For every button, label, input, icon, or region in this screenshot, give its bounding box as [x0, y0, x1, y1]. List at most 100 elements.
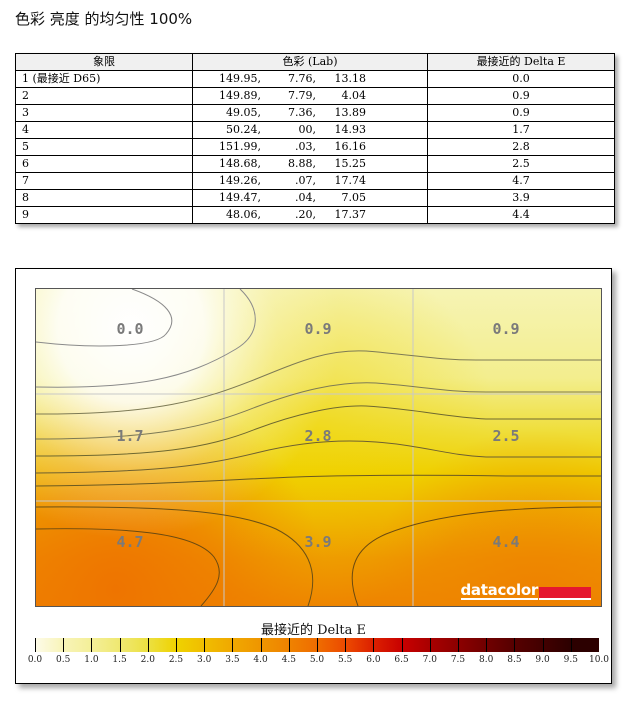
colorbar-segment [176, 638, 205, 652]
colorbar-segment [63, 638, 92, 652]
lab-l-value: 149.26, [219, 174, 261, 187]
quadrant-cell: 3 [15, 104, 193, 122]
lab-cell: 148.68, 8.88, 15.25 [192, 155, 428, 173]
colorbar-tick-label: 3.0 [197, 655, 212, 665]
colorbar-segment [542, 638, 571, 652]
table-row: 7 149.26, .07, 17.74 4.7 [15, 172, 615, 190]
table-row: 9 48.06, .20, 17.37 4.4 [15, 206, 615, 224]
delta-e-cell: 3.9 [427, 189, 615, 207]
quadrant-cell: 9 [15, 206, 193, 224]
colorbar-tick-label: 0.0 [27, 655, 43, 665]
datacolor-logo: datacolor [460, 583, 591, 600]
colorbar-tick-label: 8.5 [507, 655, 522, 665]
cell-label-3: 0.9 [492, 320, 520, 338]
quadrant-cell: 8 [15, 189, 193, 207]
lab-l-value: 149.89, [219, 89, 261, 102]
lab-cell: 149.47, .04, 7.05 [192, 189, 428, 207]
lab-a-value: 00, [298, 123, 317, 136]
colorbar-segment [317, 638, 346, 652]
colorbar-segment [147, 638, 177, 652]
colorbar-tick-label: 2.5 [168, 655, 184, 665]
quadrant-cell: 5 [15, 138, 193, 156]
lab-b-value: 16.16 [334, 140, 367, 153]
cell-label-2: 0.9 [304, 320, 332, 338]
colorbar-tick-label: 1.0 [84, 655, 99, 665]
colorbar-tick-label: 1.5 [112, 655, 127, 665]
lab-a-value: .04, [295, 191, 316, 204]
table-row: 3 49.05, 7.36, 13.89 0.9 [15, 104, 615, 122]
header-lab: 色彩 (Lab) [192, 53, 428, 71]
colorbar-segment [373, 638, 402, 652]
contour-lines [36, 289, 601, 606]
quadrant-cell: 1 (最接近 D65) [15, 70, 193, 88]
colorbar-segment [486, 638, 515, 652]
lab-cell: 49.05, 7.36, 13.89 [192, 104, 428, 122]
cell-label-5: 2.8 [304, 427, 332, 445]
heatmap-contours [36, 289, 601, 606]
colorbar-tick-label: 2.0 [140, 655, 155, 665]
lab-l-value: 49.05, [226, 106, 261, 119]
quadrant-cell: 6 [15, 155, 193, 173]
delta-e-cell: 4.7 [427, 172, 615, 190]
lab-cell: 50.24, 00, 14.93 [192, 121, 428, 139]
colorbar-tick-label: 7.5 [450, 655, 466, 665]
table-header-row: 象限 色彩 (Lab) 最接近的 Delta E [15, 53, 615, 71]
lab-l-value: 149.95, [219, 72, 261, 85]
delta-e-cell: 2.5 [427, 155, 615, 173]
colorbar-tick-label: 9.0 [535, 655, 550, 665]
lab-a-value: 7.76, [288, 72, 316, 85]
quadrant-cell: 2 [15, 87, 193, 105]
colorbar-tick-label: 4.0 [253, 655, 268, 665]
header-quadrant: 象限 [15, 53, 193, 71]
colorbar-tick-label: 8.0 [479, 655, 494, 665]
lab-b-value: 13.18 [334, 72, 367, 85]
lab-a-value: .07, [295, 174, 316, 187]
lab-b-value: 17.74 [334, 174, 367, 187]
colorbar-tick-label: 4.5 [281, 655, 296, 665]
lab-a-value: .03, [295, 140, 316, 153]
colorbar-segment [458, 638, 487, 652]
delta-e-cell: 0.9 [427, 104, 615, 122]
colorbar-segment [570, 638, 600, 652]
colorbar-tick-label: 6.0 [366, 655, 381, 665]
table-row: 5 151.99, .03, 16.16 2.8 [15, 138, 615, 156]
heatmap-plot: 0.0 0.9 0.9 1.7 2.8 2.5 4.7 3.9 4.4 data… [35, 288, 602, 607]
colorbar-segment [260, 638, 289, 652]
table-row: 2 149.89, 7.79, 4.04 0.9 [15, 87, 615, 105]
lab-cell: 149.26, .07, 17.74 [192, 172, 428, 190]
lab-b-value: 13.89 [334, 106, 367, 119]
lab-l-value: 148.68, [219, 157, 261, 170]
uniformity-table-grid: 象限 色彩 (Lab) 最接近的 Delta E 1 (最接近 D65) 149.… [15, 53, 615, 224]
lab-a-value: 7.36, [288, 106, 316, 119]
table-row: 1 (最接近 D65) 149.95, 7.76, 13.18 0.0 [15, 70, 615, 88]
colorbar-tick-label: 3.5 [225, 655, 240, 665]
colorbar-segment [91, 638, 120, 652]
lab-b-value: 17.37 [334, 208, 367, 221]
colorbar-segment [429, 638, 459, 652]
delta-e-cell: 1.7 [427, 121, 615, 139]
lab-l-value: 48.06, [226, 208, 261, 221]
page-title: 色彩 亮度 的均匀性 100% [15, 10, 193, 28]
quadrant-cell: 4 [15, 121, 193, 139]
lab-cell: 149.95, 7.76, 13.18 [192, 70, 428, 88]
uniformity-table: 象限 色彩 (Lab) 最接近的 Delta E 1 (最接近 D65) 149.… [15, 53, 615, 224]
colorbar-segment [232, 638, 261, 652]
colorbar-tick-label: 5.5 [338, 655, 353, 665]
lab-a-value: 7.79, [288, 89, 316, 102]
lab-cell: 151.99, .03, 16.16 [192, 138, 428, 156]
datacolor-logo-bar [539, 587, 591, 600]
colorbar-segment [514, 638, 543, 652]
lab-cell: 149.89, 7.79, 4.04 [192, 87, 428, 105]
lab-b-value: 7.05 [341, 191, 367, 204]
lab-cell: 48.06, .20, 17.37 [192, 206, 428, 224]
colorbar-tick-label: 5.0 [309, 655, 325, 665]
delta-e-cell: 2.8 [427, 138, 615, 156]
table-row: 4 50.24, 00, 14.93 1.7 [15, 121, 615, 139]
colorbar-segment [401, 638, 430, 652]
quadrant-cell: 7 [15, 172, 193, 190]
colorbar-segment [35, 638, 64, 652]
lab-a-value: 8.88, [288, 157, 316, 170]
delta-e-cell: 0.0 [427, 70, 615, 88]
delta-e-cell: 0.9 [427, 87, 615, 105]
cell-label-8: 3.9 [304, 533, 332, 551]
